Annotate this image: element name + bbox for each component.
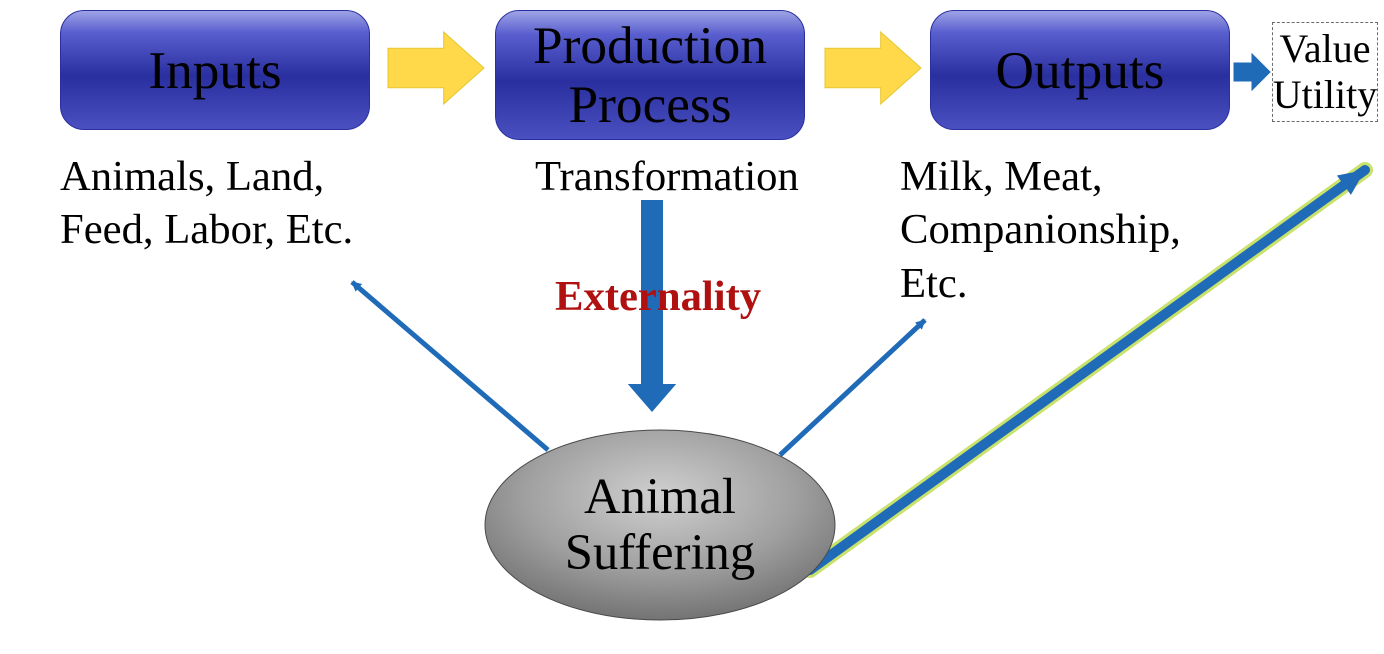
inputs-caption: Animals, Land,Feed, Labor, Etc. [60,150,400,260]
value-line2: Utility [1273,72,1377,118]
yellow-arrow-icon [388,32,484,104]
blue-right-arrow-icon [1234,54,1270,90]
suffering-ellipse-shape [485,430,835,620]
externality-label: Externality [555,272,775,318]
inputs-node: Inputs [60,10,370,130]
outputs-node-label: Outputs [996,41,1165,100]
production-process-node-label: ProductionProcess [533,16,767,133]
animal-suffering-label: AnimalSuffering [485,430,835,620]
long-arrow-head-icon [1337,170,1365,195]
diagram-stage: Inputs Animals, Land,Feed, Labor, Etc. P… [0,0,1384,654]
transformation-caption: Transformation [535,150,815,200]
value-utility-box: Value Utility [1272,22,1378,122]
value-line1: Value [1273,26,1377,72]
outputs-caption: Milk, Meat,Companionship,Etc. [900,150,1220,300]
yellow-arrow-icon [825,32,921,104]
animal-suffering-ellipse [485,430,835,620]
outputs-node: Outputs [930,10,1230,130]
production-process-node: ProductionProcess [495,10,805,140]
thin-arrow-icon [352,282,548,450]
inputs-node-label: Inputs [148,41,281,100]
thin-arrow-icon [780,320,925,455]
small-right-arrow-group [1234,54,1270,90]
